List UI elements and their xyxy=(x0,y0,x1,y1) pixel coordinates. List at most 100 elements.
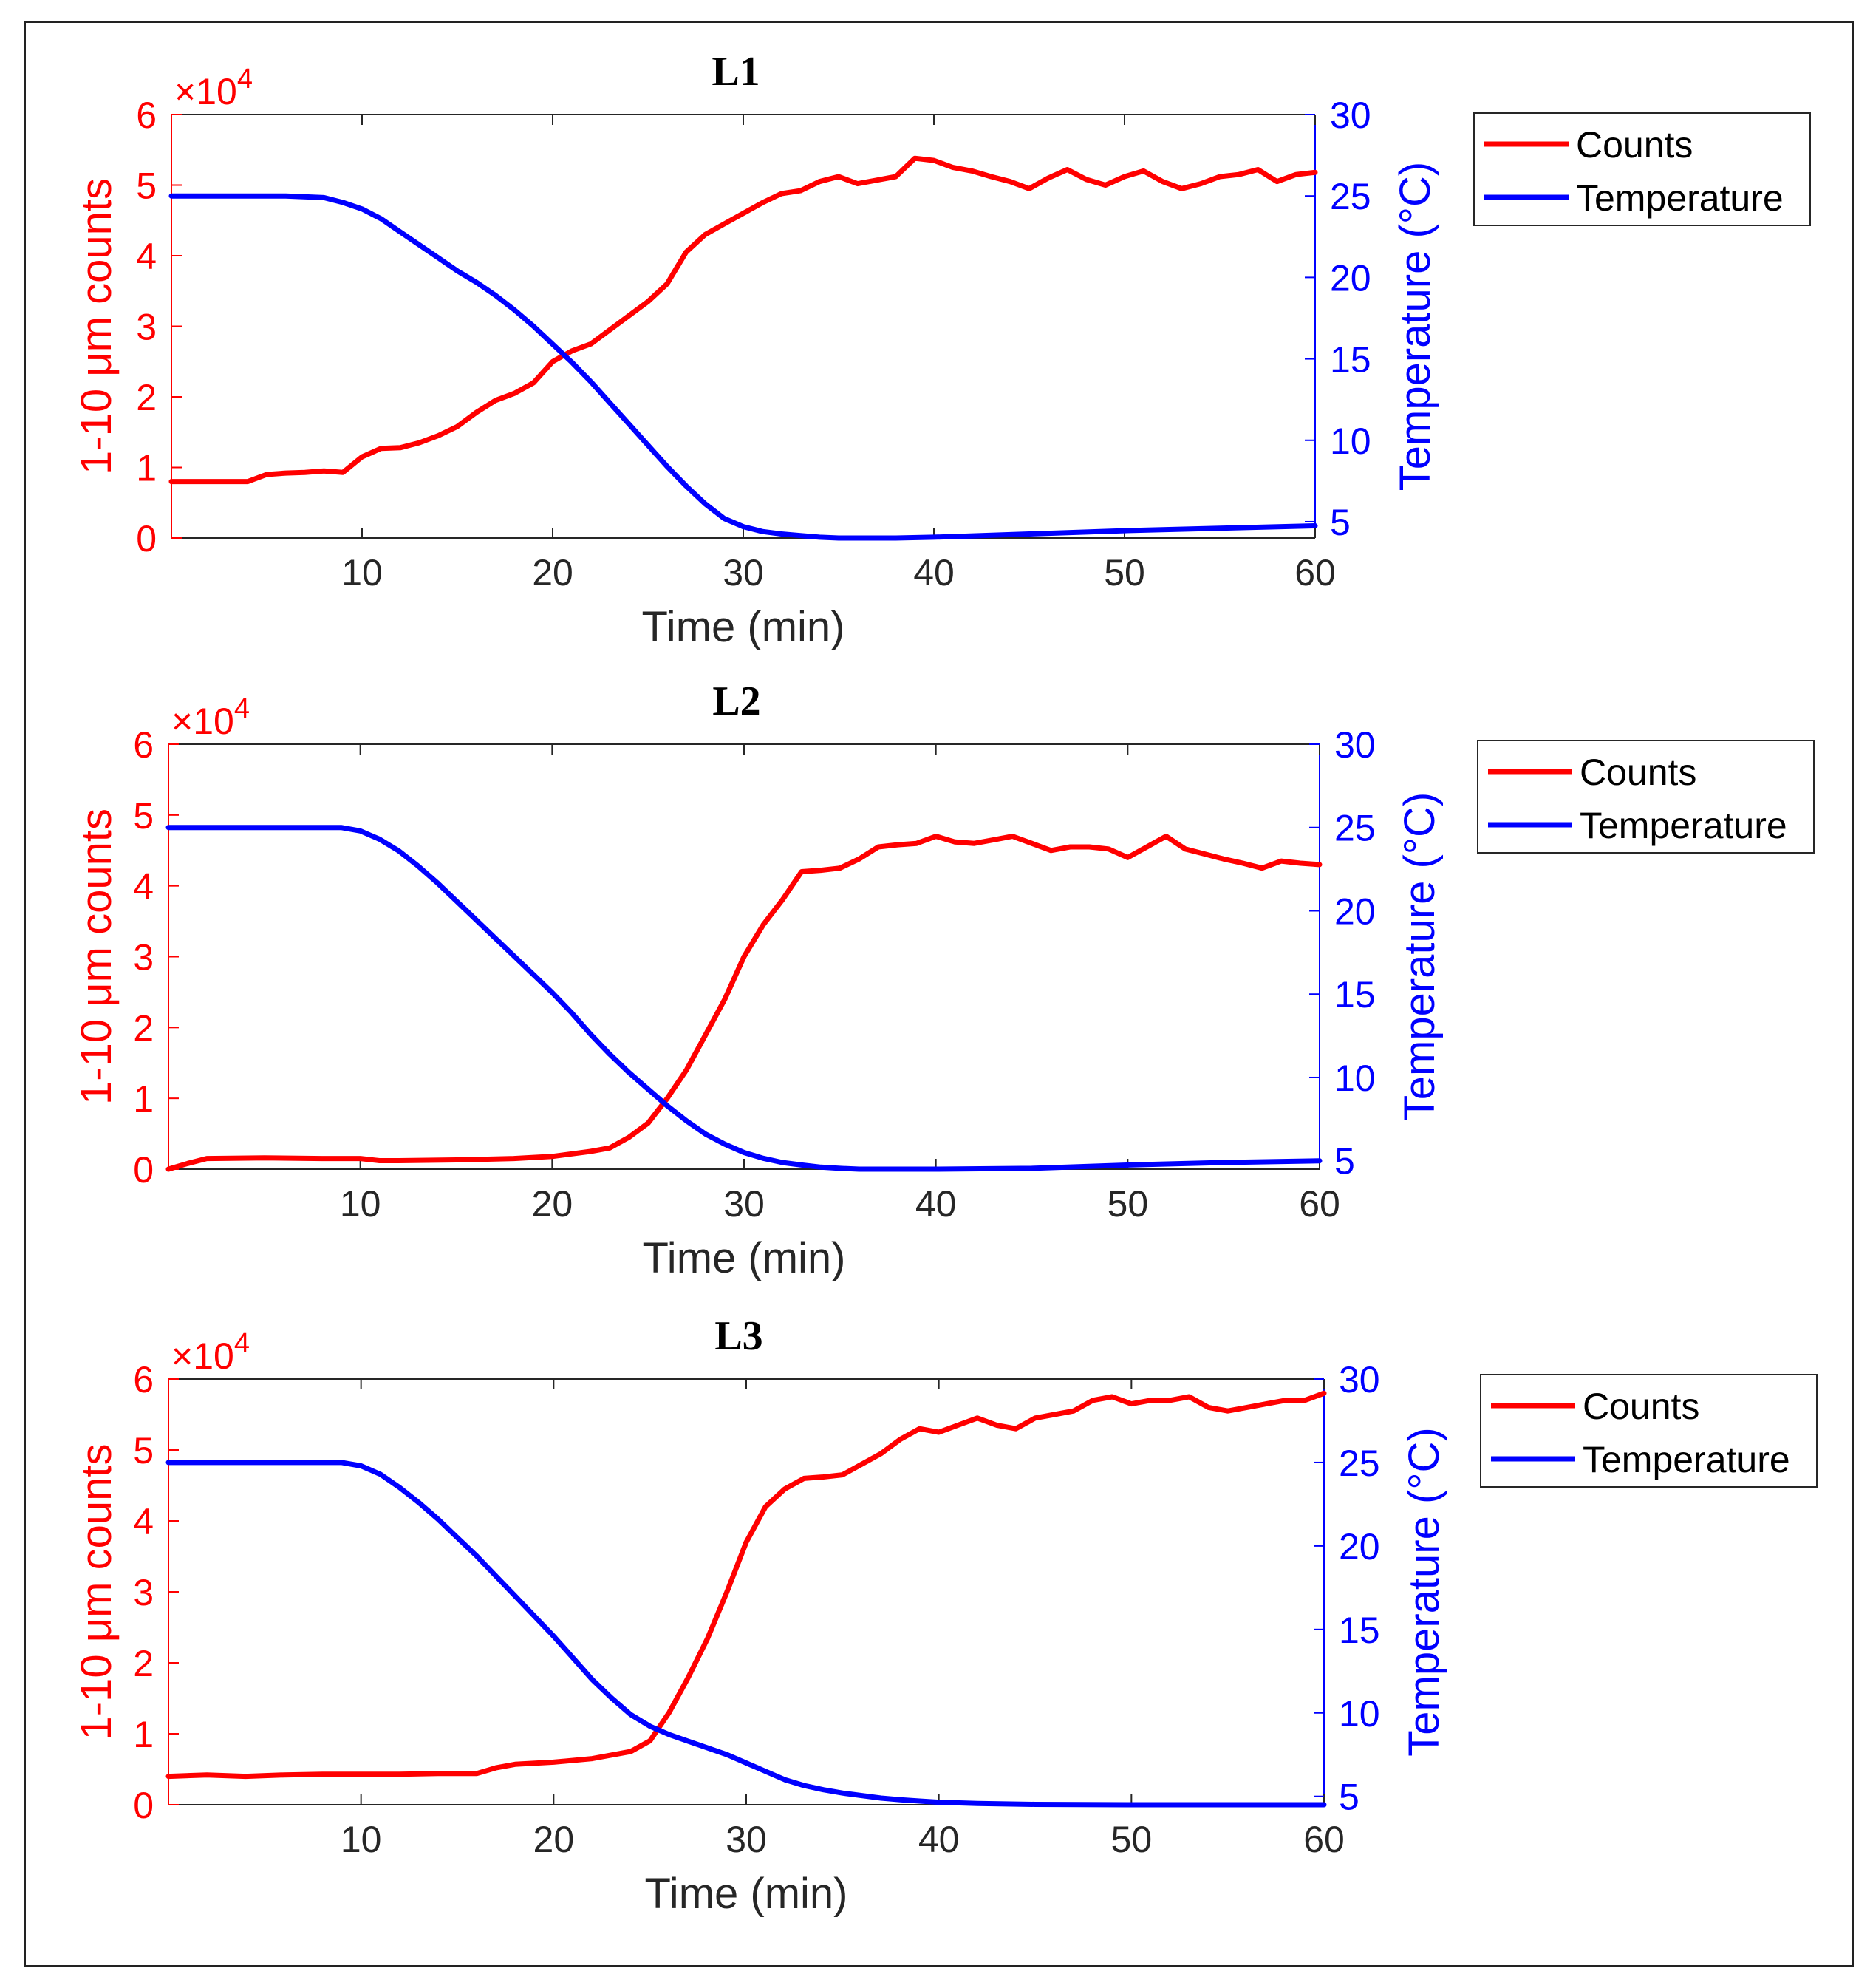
legend-label-temperature: Temperature xyxy=(1576,177,1784,219)
x-axis-label: Time (min) xyxy=(642,603,845,651)
x-tick-label: 40 xyxy=(918,1819,960,1860)
legend-box xyxy=(1480,1374,1818,1488)
exponent-power: 4 xyxy=(234,693,250,724)
left-y-tick-label: 3 xyxy=(136,307,157,348)
x-tick-label: 30 xyxy=(726,1819,767,1860)
x-tick-label: 10 xyxy=(340,1183,381,1225)
left-y-tick-label: 5 xyxy=(133,1430,154,1471)
temperature-series-line xyxy=(165,825,1323,1172)
legend: Counts Temperature xyxy=(1480,1374,1818,1488)
right-y-tick-label: 10 xyxy=(1334,1058,1376,1099)
right-y-tick-label: 20 xyxy=(1330,257,1371,299)
exponent-power: 4 xyxy=(237,64,253,95)
temperature-series-line xyxy=(168,193,1318,541)
chart-title: L2 xyxy=(712,678,760,724)
right-y-tick-label: 15 xyxy=(1339,1610,1380,1651)
exponent-base: ×10 xyxy=(171,1335,234,1377)
exponent-base: ×10 xyxy=(174,71,237,112)
right-y-tick-label: 15 xyxy=(1334,974,1376,1015)
right-y-tick-label: 20 xyxy=(1334,891,1376,932)
right-y-axis-label: Temperature (°C) xyxy=(1391,162,1439,491)
x-axis-label: Time (min) xyxy=(643,1234,846,1282)
x-tick-label: 30 xyxy=(723,1183,765,1225)
legend: Counts Temperature xyxy=(1473,112,1811,226)
temperature-series-line xyxy=(165,1460,1327,1808)
left-y-tick-label: 2 xyxy=(133,1643,154,1684)
legend-box xyxy=(1477,740,1815,854)
left-y-tick-label: 1 xyxy=(136,448,157,489)
left-y-tick-label: 5 xyxy=(136,166,157,207)
right-y-tick-label: 5 xyxy=(1339,1777,1359,1818)
left-y-tick-label: 4 xyxy=(133,866,154,908)
x-tick-label: 60 xyxy=(1303,1819,1345,1860)
right-y-tick-label: 10 xyxy=(1339,1693,1380,1735)
x-axis-label: Time (min) xyxy=(645,1870,848,1918)
left-y-tick-label: 4 xyxy=(133,1501,154,1542)
left-y-tick-label: 0 xyxy=(136,518,157,559)
legend-label-counts: Counts xyxy=(1583,1386,1699,1427)
right-y-tick-label: 5 xyxy=(1334,1141,1355,1182)
legend: Counts Temperature xyxy=(1477,740,1815,854)
right-y-tick-label: 25 xyxy=(1339,1443,1380,1484)
left-y-exponent-label: ×104 xyxy=(171,1328,250,1377)
x-tick-label: 60 xyxy=(1299,1183,1340,1225)
right-y-tick-label: 5 xyxy=(1330,502,1351,543)
left-y-tick-label: 2 xyxy=(133,1007,154,1049)
left-y-tick-label: 0 xyxy=(133,1785,154,1826)
x-tick-label: 50 xyxy=(1111,1819,1153,1860)
right-y-tick-label: 25 xyxy=(1330,176,1371,217)
left-y-tick-label: 6 xyxy=(136,95,157,136)
x-tick-label: 20 xyxy=(532,1183,573,1225)
legend-box xyxy=(1473,112,1811,226)
x-tick-label: 50 xyxy=(1108,1183,1149,1225)
right-y-tick-label: 30 xyxy=(1339,1359,1380,1400)
left-y-exponent-label: ×104 xyxy=(174,64,253,112)
left-y-tick-label: 3 xyxy=(133,937,154,978)
legend-label-counts: Counts xyxy=(1576,124,1693,166)
figure-frame xyxy=(24,21,1854,1967)
left-y-tick-label: 2 xyxy=(136,377,157,418)
chart-title: L3 xyxy=(714,1313,762,1359)
right-y-tick-label: 25 xyxy=(1334,808,1376,849)
x-tick-label: 20 xyxy=(532,552,573,593)
x-tick-label: 60 xyxy=(1294,552,1336,593)
right-y-tick-label: 10 xyxy=(1330,421,1371,462)
x-tick-label: 40 xyxy=(913,552,955,593)
x-tick-label: 40 xyxy=(915,1183,957,1225)
left-y-tick-label: 6 xyxy=(133,1359,154,1400)
exponent-power: 4 xyxy=(234,1328,250,1359)
left-y-tick-label: 3 xyxy=(133,1572,154,1613)
right-y-tick-label: 20 xyxy=(1339,1526,1380,1567)
left-y-tick-label: 4 xyxy=(136,236,157,277)
legend-label-temperature: Temperature xyxy=(1583,1439,1790,1480)
left-y-exponent-label: ×104 xyxy=(171,693,250,742)
x-tick-label: 30 xyxy=(723,552,764,593)
left-y-tick-label: 5 xyxy=(133,795,154,837)
left-y-tick-label: 6 xyxy=(133,724,154,766)
right-y-tick-label: 30 xyxy=(1330,95,1371,136)
legend-label-temperature: Temperature xyxy=(1580,805,1787,846)
counts-series-line xyxy=(168,155,1318,485)
left-y-tick-label: 1 xyxy=(133,1714,154,1755)
right-y-tick-label: 30 xyxy=(1334,724,1376,766)
x-tick-label: 10 xyxy=(341,1819,382,1860)
x-tick-label: 50 xyxy=(1104,552,1145,593)
chart-title: L1 xyxy=(712,49,760,95)
left-y-axis-label: 1-10 μm counts xyxy=(72,1444,120,1740)
legend-label-counts: Counts xyxy=(1580,752,1696,793)
left-y-tick-label: 0 xyxy=(133,1149,154,1191)
right-y-axis-label: Temperature (°C) xyxy=(1396,792,1444,1121)
left-y-tick-label: 1 xyxy=(133,1078,154,1120)
counts-series-line xyxy=(165,834,1323,1172)
right-y-axis-label: Temperature (°C) xyxy=(1400,1427,1448,1756)
left-y-axis-label: 1-10 μm counts xyxy=(72,809,120,1105)
right-y-tick-label: 15 xyxy=(1330,339,1371,381)
x-tick-label: 20 xyxy=(533,1819,575,1860)
exponent-base: ×10 xyxy=(171,701,234,742)
counts-series-line xyxy=(165,1390,1327,1780)
x-tick-label: 10 xyxy=(341,552,383,593)
